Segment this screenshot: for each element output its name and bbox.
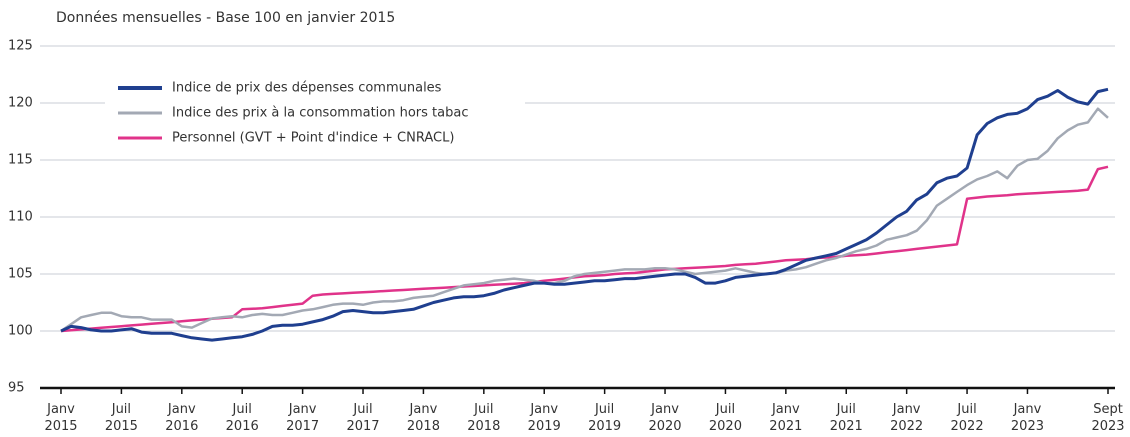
legend-label: Personnel (GVT + Point d'indice + CNRACL… <box>172 131 454 146</box>
series-line <box>60 87 1109 342</box>
x-tick-label: Juil 2019 <box>588 402 622 434</box>
y-tick-label: 95 <box>8 381 25 396</box>
x-tick-label: Janv 2015 <box>44 402 78 434</box>
legend-label: Indice de prix des dépenses communales <box>172 81 442 96</box>
x-tick-label: Janv 2021 <box>769 402 803 434</box>
y-tick-label: 105 <box>8 267 33 282</box>
series-line <box>60 107 1109 333</box>
x-tick-label: Janv 2020 <box>648 402 682 434</box>
x-tick-label: Janv 2023 <box>1010 402 1044 434</box>
x-tick-label: Sept 2023 <box>1091 402 1125 434</box>
y-tick-label: 115 <box>8 153 33 168</box>
x-tick-label: Juil 2015 <box>104 402 138 434</box>
x-tick-label: Janv 2022 <box>890 402 924 434</box>
legend-label: Indice des prix à la consommation hors t… <box>172 106 468 121</box>
y-tick-label: 110 <box>8 210 33 225</box>
x-tick-label: Janv 2019 <box>527 402 561 434</box>
series-line <box>60 165 1109 333</box>
x-tick-label: Juil 2017 <box>346 402 380 434</box>
x-tick-label: Janv 2018 <box>406 402 440 434</box>
x-tick-label: Janv 2016 <box>165 402 199 434</box>
x-tick-label: Juil 2020 <box>708 402 742 434</box>
y-tick-label: 125 <box>8 39 33 54</box>
legend-background <box>105 70 525 155</box>
x-tick-label: Juil 2021 <box>829 402 863 434</box>
x-tick-label: Juil 2018 <box>467 402 501 434</box>
x-tick-label: Juil 2022 <box>950 402 984 434</box>
y-tick-label: 100 <box>8 324 33 339</box>
x-tick-label: Juil 2016 <box>225 402 259 434</box>
x-tick-label: Janv 2017 <box>286 402 320 434</box>
chart-title: Données mensuelles - Base 100 en janvier… <box>56 10 395 26</box>
y-tick-label: 120 <box>8 96 33 111</box>
